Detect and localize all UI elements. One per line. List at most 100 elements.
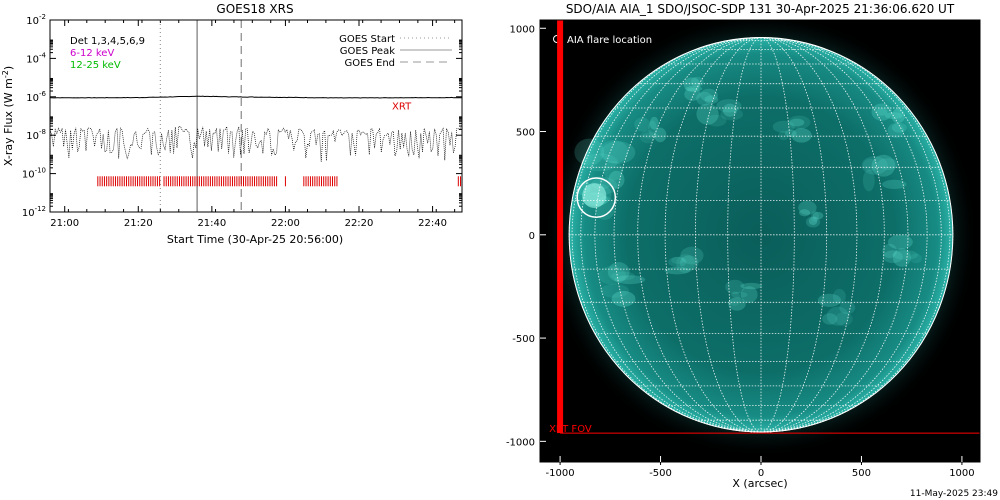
longitude-line [760,37,942,433]
aia-x-tick-label: -500 [649,468,672,479]
flare-brightening [582,183,607,208]
active-region [696,91,713,106]
goes-legend-left-item: Det 1,3,4,5,6,9 [70,36,145,47]
active-region [882,243,897,259]
goes-y-tick-label: 10-10 [22,167,46,181]
active-region [832,288,846,305]
active-region [648,120,657,137]
active-region [680,246,704,265]
longitude-line [594,37,762,433]
active-region [892,250,919,260]
active-region [704,95,719,104]
active-region [798,209,811,217]
footer-timestamp: 11-May-2025 23:49 [910,489,998,499]
aia-x-axis-label: X (arcsec) [732,477,787,490]
aia-y-tick-label: 0 [529,231,535,242]
active-region [810,210,820,222]
longitude-line [695,37,762,433]
xrt-fov-edge [557,20,564,434]
active-region [598,266,626,285]
goes-y-tick-label: 10-8 [26,128,46,142]
active-region [787,115,811,130]
active-region [812,211,824,220]
active-region [728,291,741,306]
active-region [599,140,629,164]
goes-y-tick-label: 10-12 [22,205,46,219]
active-region [640,129,656,144]
aia-legend-label: AIA flare location [567,35,652,46]
longitude-line [571,37,762,433]
longitude-line [760,37,795,433]
active-region [789,118,805,127]
longitude-line [664,37,762,433]
active-region [728,297,746,311]
active-region [861,156,888,175]
goes-y-axis-label: X-ray Flux (W m-2) [1,66,15,166]
active-region [835,312,853,327]
active-region [720,107,743,121]
active-region [582,153,618,172]
active-region [740,282,763,290]
active-region [798,200,817,215]
active-region [891,122,907,133]
active-region [653,127,667,143]
active-region [806,216,821,228]
goes-x-tick-label: 22:00 [271,218,300,229]
active-region [649,116,659,130]
active-region [791,128,812,143]
longitude-line [760,37,827,433]
longitude-line [637,37,762,433]
active-region [731,291,748,298]
active-region [671,256,685,264]
xrt-fov-label: XRT FOV [549,424,592,435]
longitude-line [760,37,928,433]
aia-plot-frame [539,19,981,463]
longitude-line [760,37,951,433]
active-region [668,256,687,268]
aia-x-tick-label: -1000 [546,468,575,479]
goes-legend-right-label: GOES End [345,58,395,69]
active-region [722,103,737,117]
active-region [679,255,699,271]
active-region [871,103,892,121]
active-region [706,114,727,127]
goes-x-tick-label: 21:20 [124,218,153,229]
active-region [664,266,690,275]
xrt-annotation-label: XRT [392,102,412,113]
goes-x-tick-label: 22:40 [418,218,447,229]
goes-legend-left-item: 6-12 keV [70,48,114,59]
active-region [862,169,875,192]
aia-y-tick-label: -500 [512,334,535,345]
aia-x-tick-label: 0 [758,468,764,479]
goes-x-tick-label: 21:40 [197,218,226,229]
active-region [808,217,818,226]
active-region [877,158,899,170]
active-region [684,87,701,101]
goes-legend-right-label: GOES Start [339,34,395,45]
active-region [683,77,701,92]
aia-image-chart: SDO/AIA AIA_1 SDO/JSOC-SDP 131 30-Apr-20… [506,2,981,490]
goes-x-tick-label: 22:20 [345,218,374,229]
active-region [614,275,646,285]
flare-location-circle [576,177,617,218]
active-region [909,253,922,264]
longitude-line [727,37,762,433]
active-region [875,108,888,116]
longitude-line [580,37,762,433]
aia-x-tick-label: 1000 [949,468,974,479]
active-region [839,301,856,315]
goes-y-tick-label: 10-2 [26,13,46,27]
longitude-line [760,37,858,433]
active-region [826,306,849,326]
active-region [778,130,789,141]
solar-limb [568,37,954,433]
goes-legend-right-label: GOES Peak [340,46,395,57]
active-region [887,234,913,250]
active-region [676,254,695,273]
aia-y-tick-label: 1000 [510,24,535,35]
goes-x-axis-label: Start Time (30-Apr-25 20:56:00) [167,233,343,246]
active-region [696,103,719,125]
longitude-line [760,37,885,433]
aia-chart-title: SDO/AIA AIA_1 SDO/JSOC-SDP 131 30-Apr-20… [566,2,955,16]
